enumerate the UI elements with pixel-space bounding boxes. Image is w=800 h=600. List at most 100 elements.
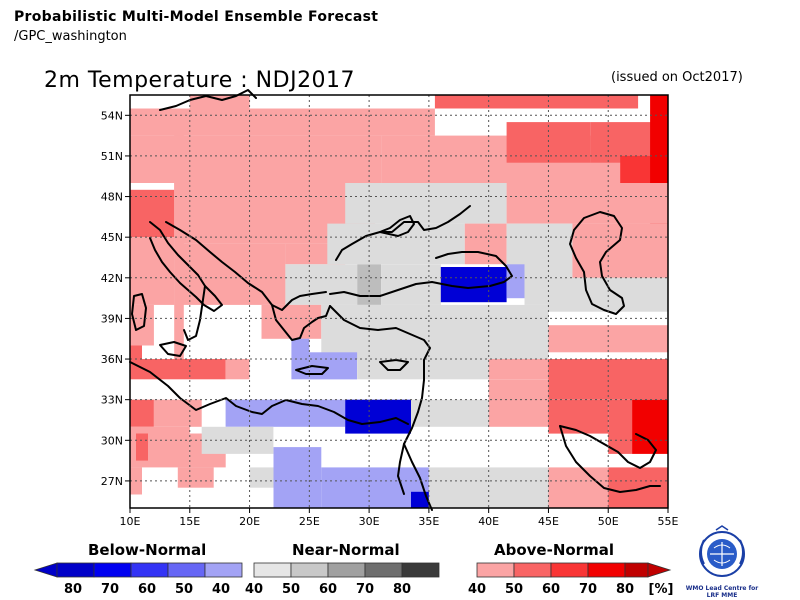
probability-cell	[506, 264, 525, 299]
coastline-africa-north	[129, 361, 409, 425]
coastline-crimea	[379, 215, 415, 237]
legend-above-swatch	[513, 562, 552, 578]
probability-cell	[225, 359, 250, 380]
probability-cell	[136, 433, 148, 461]
map-frame	[129, 94, 669, 509]
lat-label: 33N	[101, 394, 123, 407]
probability-cell	[548, 325, 668, 353]
legend-below-swatch	[204, 562, 243, 578]
legend-below-swatch	[56, 562, 95, 578]
legend-below-swatch	[93, 562, 132, 578]
legend-below-label: 60	[138, 582, 156, 597]
probability-cell	[632, 399, 668, 454]
probability-cell	[225, 399, 346, 427]
lon-label: 35E	[418, 515, 439, 528]
product-title: Probabilistic Multi-Model Ensemble Forec…	[14, 9, 379, 25]
probability-cell	[321, 467, 405, 508]
legend-below-swatch	[130, 562, 169, 578]
lon-label: 10E	[120, 515, 141, 528]
legend-below-label: 50	[175, 582, 193, 597]
coastline-black-sea-north	[335, 205, 471, 261]
legend-above-swatch	[587, 562, 626, 578]
probability-cell	[524, 264, 549, 305]
lon-label: 40E	[478, 515, 499, 528]
coastline-turkey	[329, 251, 513, 297]
legend-below-title: Below-Normal	[88, 541, 207, 559]
probability-cell	[130, 135, 382, 183]
coastline-sicily	[159, 341, 187, 357]
lat-label: 36N	[101, 353, 123, 366]
coastline-italy	[149, 221, 223, 312]
probability-cell	[411, 491, 429, 508]
legend-near-swatch	[327, 562, 366, 578]
lon-label: 25E	[299, 515, 320, 528]
coastline-greece	[271, 304, 331, 341]
logo-caption-line2: LRF MME	[706, 592, 738, 599]
legend-near-title: Near-Normal	[292, 541, 400, 559]
lat-lon-grid	[130, 95, 668, 508]
probability-cell	[434, 95, 639, 109]
axis-ticks	[125, 114, 669, 513]
coastline-lakes-north	[159, 89, 257, 111]
probability-cell	[608, 467, 668, 508]
legend-below-label: 70	[101, 582, 119, 597]
lon-label: 55E	[658, 515, 679, 528]
probability-cell	[488, 359, 549, 380]
issued-date: (issued on Oct2017)	[611, 70, 743, 85]
probability-cell	[608, 399, 633, 454]
legend-near-swatch	[253, 562, 292, 578]
probability-cell	[428, 399, 489, 427]
legend-unit: [%]	[649, 582, 674, 597]
legend-below-arrow	[33, 562, 58, 578]
legend-above-swatch	[550, 562, 589, 578]
probability-cell	[464, 223, 507, 265]
probability-cell	[488, 379, 549, 427]
legend-near-label: 40	[245, 582, 263, 597]
probability-cell	[488, 467, 549, 508]
probability-cell	[273, 447, 322, 508]
probability-cells	[130, 95, 668, 508]
coastline-sinai	[397, 443, 405, 495]
probability-cell	[548, 399, 609, 434]
legend: 80 70 60 50 40 40 50 60 70 80 40 50 60 70 80 [%]	[33, 562, 674, 597]
legend-near-swatch	[401, 562, 440, 578]
legend-above-label: 50	[505, 582, 523, 597]
coastline-turkey-south	[329, 305, 431, 361]
legend-near-label: 70	[356, 582, 374, 597]
legend-near-label: 80	[393, 582, 411, 597]
probability-cell	[249, 467, 274, 488]
probability-cell	[357, 264, 382, 305]
coastline-balkans	[165, 221, 327, 311]
coastlines	[129, 89, 661, 511]
legend-below-label: 40	[212, 582, 230, 597]
legend-near-label: 50	[282, 582, 300, 597]
legend-above-label: 40	[468, 582, 486, 597]
legend-above-arrow	[647, 562, 672, 578]
legend-below-swatch	[167, 562, 206, 578]
probability-cell	[548, 467, 609, 508]
probability-cell	[130, 189, 175, 238]
probability-cell	[130, 108, 435, 136]
probability-cell	[130, 345, 142, 359]
probability-cell	[428, 467, 489, 508]
probability-cell	[130, 304, 154, 346]
lon-label: 20E	[239, 515, 260, 528]
coastline-red-sea-west	[403, 443, 433, 511]
lat-label: 39N	[101, 312, 123, 325]
lon-label: 50E	[598, 515, 619, 528]
probability-cell	[572, 223, 668, 278]
legend-near-swatch	[290, 562, 329, 578]
lat-label: 45N	[101, 231, 123, 244]
legend-above-swatch	[476, 562, 515, 578]
lat-label: 30N	[101, 434, 123, 447]
logo-caption-line1: WMO Lead Centre for	[685, 585, 759, 592]
probability-cell	[130, 399, 154, 427]
legend-above-label: 60	[542, 582, 560, 597]
lat-label: 27N	[101, 475, 123, 488]
probability-cell	[189, 95, 250, 109]
coastline-caspian	[569, 211, 625, 315]
lat-label: 48N	[101, 191, 123, 204]
wmo-logo-icon	[690, 524, 754, 600]
legend-above-label: 80	[616, 582, 634, 597]
source-label: /GPC_washington	[14, 29, 127, 44]
